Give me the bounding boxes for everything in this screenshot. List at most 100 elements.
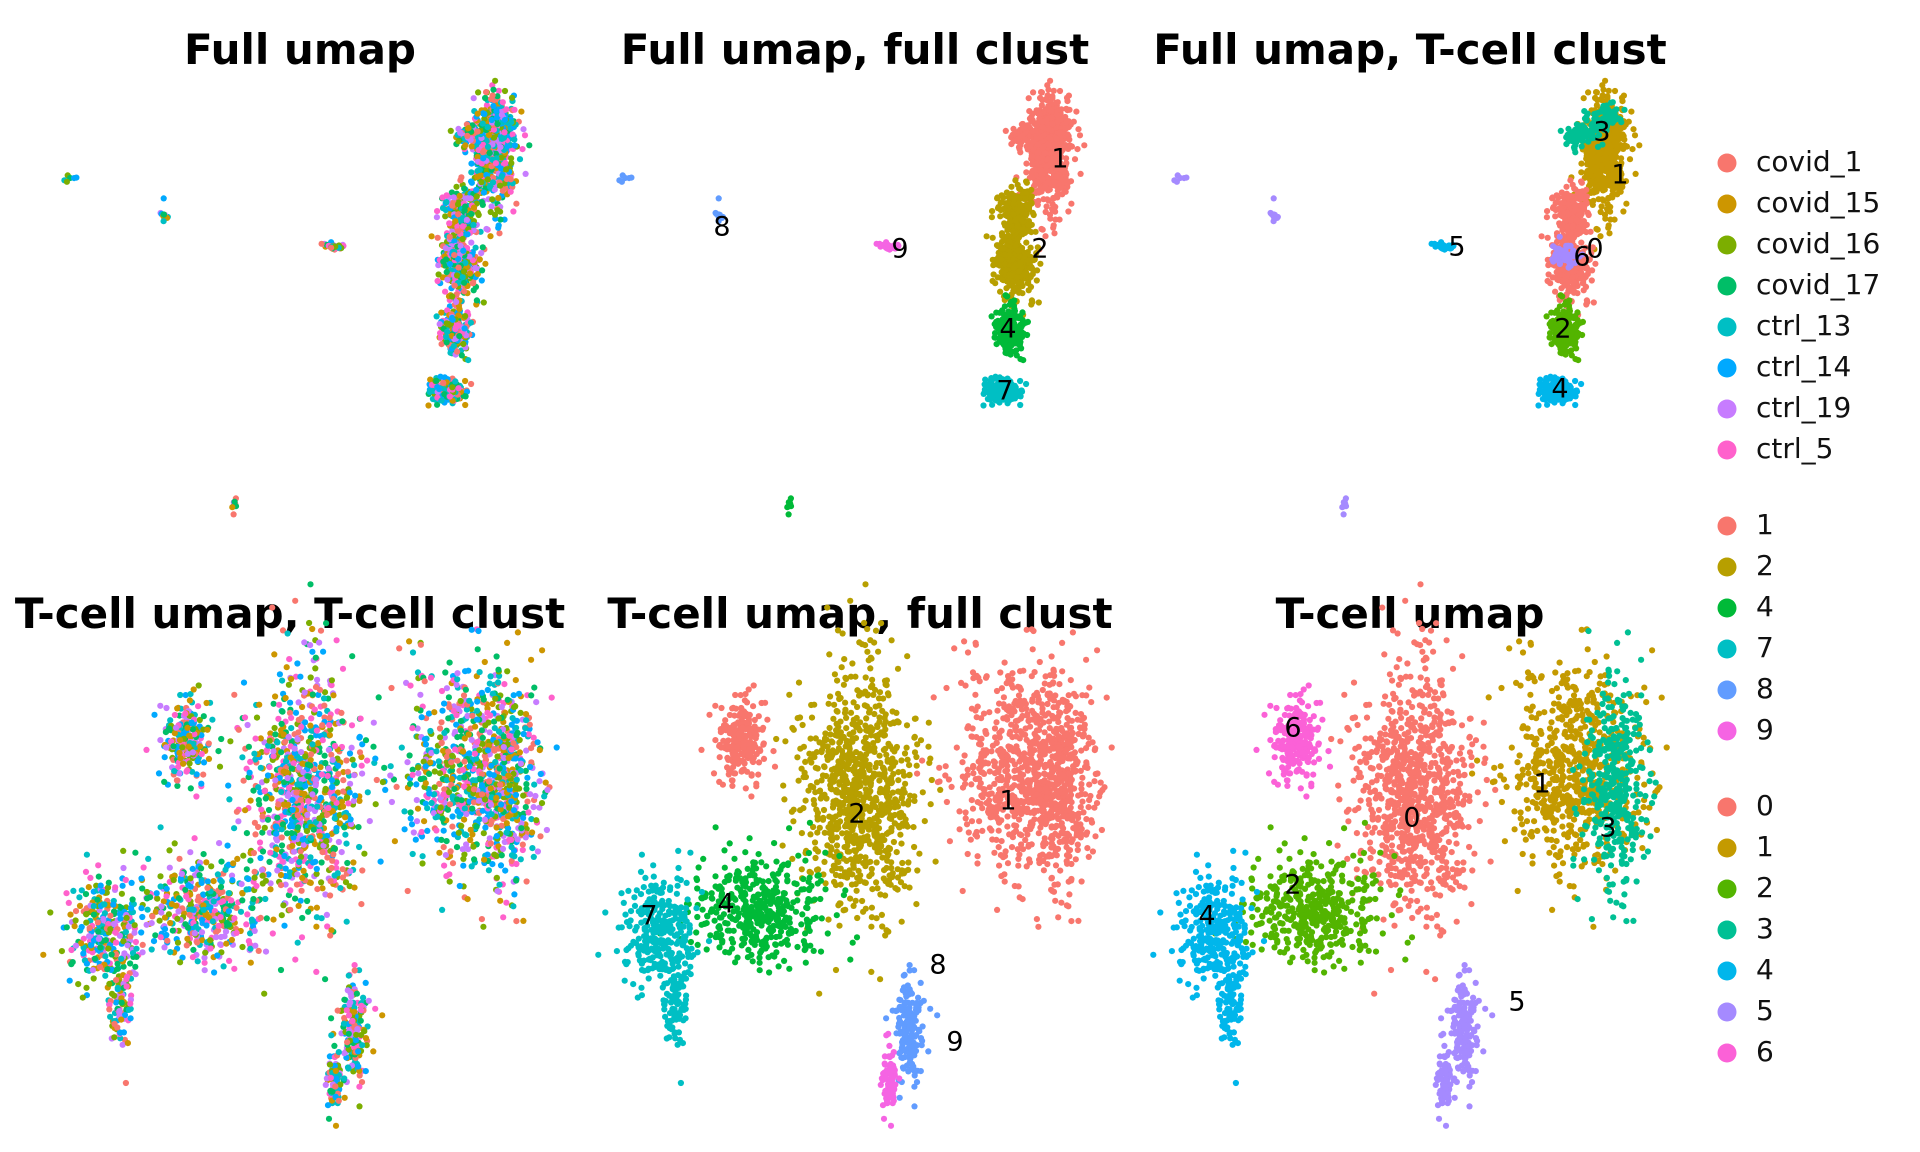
data-point: [497, 144, 504, 151]
data-point: [1020, 357, 1027, 364]
data-point: [488, 203, 495, 210]
data-point: [1571, 288, 1578, 295]
data-point: [1567, 177, 1574, 184]
data-point: [1578, 160, 1585, 167]
data-point: [1556, 220, 1563, 227]
data-point: [1008, 183, 1015, 190]
data-point: [1052, 216, 1059, 223]
data-point: [1035, 299, 1042, 306]
data-point: [450, 343, 457, 350]
data-point: [1050, 224, 1057, 231]
data-point: [1590, 299, 1597, 306]
data-point: [453, 298, 460, 305]
data-point: [460, 340, 467, 348]
data-point: [1629, 146, 1636, 153]
data-point: [1010, 138, 1017, 145]
data-point: [1618, 94, 1626, 101]
data-point: [434, 208, 441, 215]
data-point: [453, 183, 460, 190]
data-point: [428, 233, 435, 240]
data-point: [1572, 313, 1579, 320]
scatter-points: [1171, 77, 1643, 518]
data-point: [1063, 119, 1070, 126]
data-point: [1605, 194, 1612, 202]
data-point: [521, 132, 529, 139]
data-point: [784, 504, 791, 511]
data-point: [1023, 210, 1030, 217]
data-point: [1001, 220, 1008, 227]
data-point: [480, 189, 487, 196]
data-point: [483, 102, 490, 109]
data-point: [1056, 129, 1063, 136]
data-point: [479, 141, 487, 148]
data-point: [454, 322, 461, 329]
data-point: [1571, 279, 1578, 286]
data-point: [443, 199, 450, 206]
data-point: [1606, 230, 1613, 237]
data-point: [1620, 208, 1627, 215]
data-point: [1030, 89, 1037, 96]
cluster-label-8: 8: [713, 212, 730, 243]
data-point: [1561, 282, 1568, 289]
data-point: [468, 160, 475, 167]
data-point: [988, 313, 995, 320]
data-point: [1588, 277, 1595, 284]
data-point: [1580, 95, 1587, 102]
data-point: [1030, 211, 1037, 219]
data-point: [230, 511, 237, 518]
data-point: [468, 169, 475, 176]
data-point: [1599, 196, 1606, 203]
data-point: [1597, 208, 1604, 216]
data-point: [1016, 288, 1023, 295]
data-point: [434, 277, 441, 285]
data-point: [1578, 380, 1585, 388]
data-point: [1020, 125, 1027, 132]
data-point: [439, 205, 447, 212]
data-point: [1621, 106, 1628, 113]
data-point: [492, 150, 499, 157]
data-point: [1012, 217, 1019, 224]
data-point: [472, 265, 479, 272]
data-point: [1614, 143, 1621, 150]
data-point: [1589, 201, 1596, 208]
data-point: [486, 183, 493, 190]
cluster-label-7: 7: [996, 376, 1013, 407]
data-point: [1042, 208, 1049, 216]
data-point: [1029, 173, 1036, 180]
data-point: [1618, 119, 1625, 126]
data-point: [1074, 146, 1081, 153]
data-point: [1039, 143, 1047, 150]
data-point: [1552, 245, 1559, 252]
data-point: [520, 126, 527, 133]
data-point: [989, 277, 996, 285]
data-point: [1578, 143, 1585, 150]
data-point: [1584, 128, 1591, 135]
data-point: [1017, 393, 1024, 400]
data-point: [1580, 221, 1587, 228]
data-point: [988, 214, 996, 221]
data-point: [479, 244, 486, 251]
data-point: [473, 297, 480, 304]
scatter-points: [616, 77, 1088, 518]
data-point: [1017, 203, 1024, 210]
data-point: [1043, 203, 1050, 210]
data-point: [1056, 87, 1064, 95]
data-point: [989, 208, 996, 215]
data-point: [449, 293, 456, 300]
data-point: [1045, 102, 1052, 110]
data-point: [1031, 166, 1038, 173]
data-point: [1043, 96, 1050, 103]
data-point: [997, 288, 1004, 295]
data-point: [470, 204, 478, 211]
data-point: [1611, 87, 1619, 95]
cluster-label-4: 4: [999, 314, 1016, 345]
data-point: [1012, 177, 1019, 184]
data-point: [1565, 264, 1572, 271]
data-point: [1009, 272, 1016, 279]
data-point: [472, 244, 479, 251]
data-point: [1547, 334, 1554, 341]
data-point: [1583, 297, 1590, 304]
data-point: [1038, 89, 1045, 96]
data-point: [443, 333, 450, 340]
data-point: [457, 217, 464, 224]
